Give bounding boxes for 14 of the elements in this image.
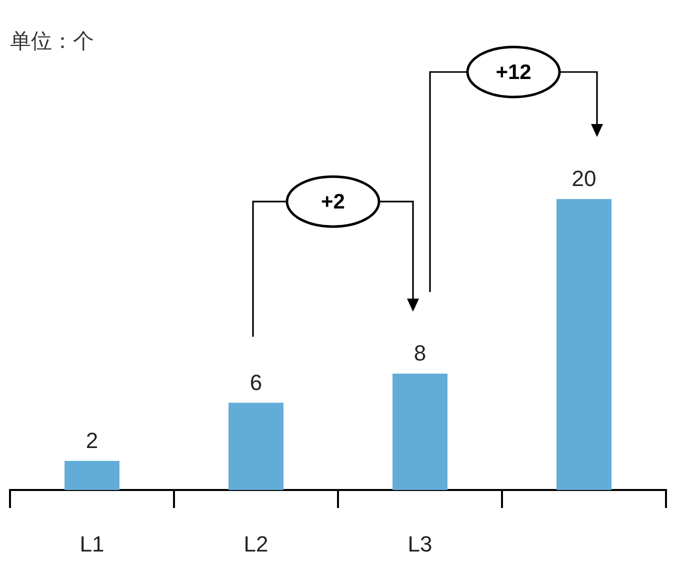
x-tick-label: L1	[80, 531, 104, 556]
data-label: 6	[250, 370, 262, 395]
bar	[64, 460, 120, 490]
data-label: 8	[414, 340, 426, 366]
bar	[556, 199, 612, 490]
x-tick-label: L3	[408, 531, 432, 556]
bar	[392, 374, 448, 490]
data-label: 2	[86, 428, 98, 453]
annotation: +2	[321, 190, 345, 214]
bar	[228, 402, 284, 490]
text: +12	[496, 60, 532, 84]
text: 单位：个	[10, 30, 94, 53]
x-tick-label: L2	[244, 531, 268, 556]
data-label: 20	[572, 166, 596, 192]
